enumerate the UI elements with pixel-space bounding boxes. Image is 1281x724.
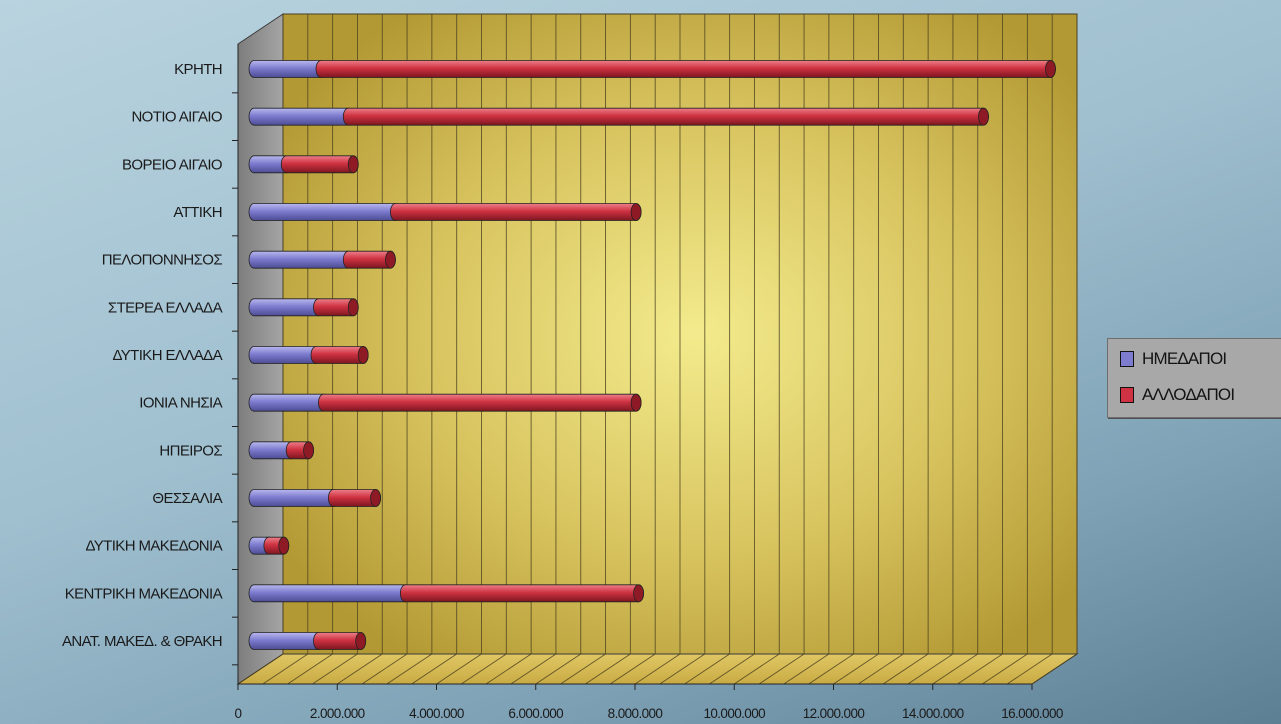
bar-segment (248, 107, 354, 126)
bar-segment (328, 489, 381, 507)
bar-segment (342, 107, 989, 126)
gridline-floor (808, 653, 854, 685)
legend-swatch-himedapoi (1120, 351, 1134, 367)
gridline-floor (560, 653, 606, 685)
bar-segment (285, 441, 314, 460)
bar-segment (263, 536, 290, 555)
bar-segment (248, 298, 324, 317)
gridline-floor (783, 653, 830, 685)
gridline-floor (957, 653, 1003, 685)
category-label: ΘΕΣΣΑΛΙΑ (152, 490, 222, 507)
gridline-floor (982, 653, 1028, 685)
bar-segment (313, 632, 367, 650)
gridline-floor (262, 653, 309, 685)
bar-segment (248, 346, 322, 364)
x-tick-label: 10.000.000 (703, 706, 765, 721)
legend-label-himedapoi: ΗΜΕΔΑΠΟΙ (1142, 349, 1227, 368)
category-label: ΒΟΡΕΙΟ ΑΙΓΑΙΟ (122, 156, 222, 173)
gridline-floor (758, 653, 805, 685)
bar-segment (280, 155, 359, 174)
x-tick-label: 6.000.000 (508, 706, 563, 721)
x-tick-label: 4.000.000 (409, 706, 464, 721)
gridline-floor (287, 653, 333, 685)
gridline-floor (709, 653, 755, 685)
gridline-floor (337, 653, 383, 685)
x-tick-label: 8.000.000 (608, 706, 663, 721)
gridline-floor (858, 653, 904, 685)
legend-swatch-allodapoi (1120, 387, 1134, 403)
category-label: ΑΤΤΙΚΗ (173, 204, 222, 221)
legend-label-allodapoi: ΑΛΛΟΔΑΠΟΙ (1142, 385, 1235, 404)
gridline-floor (436, 653, 482, 685)
bar-segment (310, 346, 369, 364)
category-label: ΔΥΤΙΚΗ ΕΛΛΑΔΑ (112, 347, 222, 364)
gridline-floor (684, 653, 730, 685)
gridline-floor (734, 653, 780, 685)
gridline-floor (585, 653, 631, 685)
category-label: ΣΤΕΡΕΑ ΕΛΛΑΔΑ (108, 299, 223, 316)
gridline-floor (461, 653, 507, 685)
bar-segment (248, 203, 401, 221)
gridline-floor (882, 653, 929, 685)
category-label: ΗΠΕΙΡΟΣ (159, 442, 222, 459)
bar-segment (248, 489, 339, 507)
x-axis: 0 2.000.000 4.000.000 6.000.000 8.000.000 10.… (235, 683, 1063, 721)
gridline-floor (485, 653, 532, 685)
gridline-floor (237, 653, 284, 685)
gridline-floor (634, 653, 681, 685)
gridline-floor (932, 653, 978, 685)
gridline-floor (1006, 653, 1053, 685)
gridline-floor (535, 653, 581, 685)
gridline-floor (411, 653, 457, 685)
gridline-floor (361, 653, 408, 685)
gridline-floor (1031, 653, 1078, 685)
bar-segment (400, 584, 644, 603)
category-label: ΠΕΛΟΠΟΝΝΗΣΟΣ (102, 252, 223, 269)
category-label: ΔΥΤΙΚΗ ΜΑΚΕΔΟΝΙΑ (85, 538, 222, 555)
bar-segment (342, 250, 396, 269)
gridline-floor (609, 653, 656, 685)
bar-segment (248, 632, 324, 650)
category-label: ΝΟΤΙΟ ΑΙΓΑΙΟ (131, 109, 222, 126)
x-tick-label: 2.000.000 (310, 706, 365, 721)
category-label: ΚΡΗΤΗ (174, 61, 222, 78)
x-tick-label: 14.000.000 (902, 706, 964, 721)
gridline-floor (312, 653, 358, 685)
bar-segment (248, 60, 327, 78)
legend-item-allodapoi: ΑΛΛΟΔΑΠΟΙ (1120, 384, 1235, 406)
gridline-floor (907, 653, 954, 685)
bar-segment (248, 250, 354, 269)
bar-segment (315, 60, 1056, 78)
category-label: ΑΝΑΤ. ΜΑΚΕΔ. & ΘΡΑΚΗ (62, 633, 222, 650)
bar-segment (318, 393, 642, 412)
bars (248, 60, 1056, 650)
x-tick-label: 0 (235, 706, 242, 721)
legend: ΗΜΕΔΑΠΟΙ ΑΛΛΟΔΑΠΟΙ (1107, 338, 1281, 418)
gridline-floor (659, 653, 706, 685)
bar-segment (313, 298, 359, 317)
gridline-floor (386, 653, 433, 685)
gridline-floor (510, 653, 557, 685)
bar-segment (248, 393, 329, 412)
x-tick-label: 12.000.000 (803, 706, 865, 721)
category-label: ΙΟΝΙΑ ΝΗΣΙΑ (139, 395, 222, 412)
bar-segment (390, 203, 642, 221)
bar-segment (248, 584, 411, 603)
legend-item-himedapoi: ΗΜΕΔΑΠΟΙ (1120, 348, 1227, 370)
y-axis: ΚΡΗΤΗ ΝΟΤΙΟ ΑΙΓΑΙΟ ΒΟΡΕΙΟ ΑΙΓΑΙΟ ΑΤΤΙΚΗ ΠΕΛΟ… (62, 44, 239, 684)
category-label: ΚΕΝΤΡΙΚΗ ΜΑΚΕΔΟΝΙΑ (65, 585, 223, 602)
x-tick-label: 16.000.000 (1001, 706, 1063, 721)
gridline-floor (833, 653, 879, 685)
